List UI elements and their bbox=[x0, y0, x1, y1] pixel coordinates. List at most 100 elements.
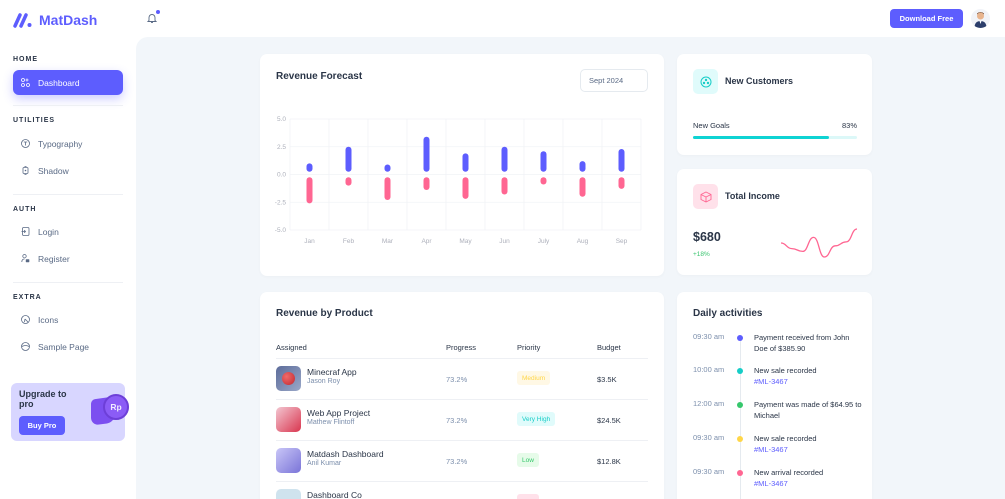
product-progress: 73.2% bbox=[446, 375, 468, 384]
table-row[interactable]: Minecraf App Jason Roy 73.2% Medium $3.5… bbox=[276, 358, 648, 398]
card-title: Revenue by Product bbox=[276, 308, 373, 319]
divider bbox=[13, 194, 123, 195]
card-title: Total Income bbox=[725, 191, 780, 201]
product-name: Minecraf App bbox=[307, 367, 357, 377]
typography-icon bbox=[21, 139, 30, 148]
product-thumbnail bbox=[276, 448, 301, 473]
sidebar-item-register[interactable]: Register bbox=[13, 246, 123, 271]
priority-badge: Medium bbox=[517, 371, 551, 385]
table-row[interactable]: Matdash Dashboard Anil Kumar 73.2% Low $… bbox=[276, 440, 648, 480]
sidebar-item-typography[interactable]: Typography bbox=[13, 131, 123, 156]
product-progress: 73.2% bbox=[446, 457, 468, 466]
sample-page-icon bbox=[21, 342, 30, 351]
priority-badge bbox=[517, 494, 539, 499]
download-free-button[interactable]: Download Free bbox=[890, 9, 963, 28]
sidebar-item-label: Register bbox=[38, 253, 70, 264]
table-row[interactable]: Web App Project Mathew Flintoff 73.2% Ve… bbox=[276, 399, 648, 439]
activity-dot bbox=[737, 368, 743, 374]
sidebar-item-label: Dashboard bbox=[38, 77, 80, 88]
app-name: MatDash bbox=[39, 12, 98, 28]
x-tick-label: Sep bbox=[616, 238, 628, 245]
logo[interactable]: MatDash bbox=[13, 12, 97, 28]
coin-illustration: Rp bbox=[103, 394, 129, 420]
activity-text: New sale recorded bbox=[754, 434, 817, 443]
sidebar-item-icons[interactable]: Icons bbox=[13, 307, 123, 332]
bar-negative bbox=[501, 177, 508, 195]
timeline-line bbox=[740, 337, 741, 499]
activity-text: New arrival recorded bbox=[754, 468, 824, 477]
icons-icon bbox=[21, 315, 30, 324]
product-name: Web App Project bbox=[307, 408, 371, 418]
activity-link[interactable]: #ML-3467 bbox=[754, 479, 788, 488]
bar-negative bbox=[462, 177, 469, 199]
bar-negative bbox=[423, 177, 430, 191]
column-header-priority: Priority bbox=[517, 343, 541, 352]
product-owner: Anil Kumar bbox=[307, 460, 342, 467]
dashboard-icon bbox=[21, 78, 30, 87]
bar-positive bbox=[423, 136, 430, 172]
activity-dot bbox=[737, 402, 743, 408]
product-thumbnail bbox=[276, 489, 301, 499]
sidebar-item-label: Sample Page bbox=[38, 341, 90, 352]
x-tick-label: Mar bbox=[382, 238, 394, 245]
buy-pro-button[interactable]: Buy Pro bbox=[19, 416, 65, 435]
product-budget: $3.5K bbox=[597, 375, 617, 384]
bar-negative bbox=[306, 177, 313, 204]
shadow-icon bbox=[21, 166, 30, 175]
avatar[interactable] bbox=[971, 9, 990, 28]
x-tick-label: Apr bbox=[421, 238, 432, 245]
activity-text: Payment was made of $64.95 to Michael bbox=[754, 400, 862, 420]
product-name: Matdash Dashboard bbox=[307, 449, 384, 459]
activity-link[interactable]: #ML-3467 bbox=[754, 445, 788, 454]
y-tick-label: 2.5 bbox=[277, 144, 286, 151]
total-income-card: Total Income $680 +18% bbox=[677, 169, 872, 275]
sidebar-item-label: Login bbox=[38, 226, 59, 237]
activity-dot bbox=[737, 436, 743, 442]
new-customers-card: New Customers New Goals 83% bbox=[677, 54, 872, 155]
product-owner: Jason Roy bbox=[307, 378, 341, 385]
main-content: Revenue Forecast Sept 2024 5.0 2.5 0.0 -2.5… bbox=[136, 37, 1005, 499]
y-tick-label: 5.0 bbox=[277, 116, 286, 123]
upgrade-title: Upgrade to pro bbox=[19, 389, 67, 409]
sidebar-item-label: Typography bbox=[38, 138, 83, 149]
activity-time: 09:30 am bbox=[693, 332, 725, 341]
x-tick-label: Aug bbox=[577, 238, 589, 245]
sidebar-item-shadow[interactable]: Shadow bbox=[13, 158, 123, 183]
sidebar-item-login[interactable]: Login bbox=[13, 219, 123, 244]
bar-positive bbox=[306, 163, 313, 172]
table-row[interactable]: Dashboard Co bbox=[276, 481, 648, 499]
product-progress: 73.2% bbox=[446, 416, 468, 425]
bar-negative bbox=[384, 177, 391, 201]
income-value: $680 bbox=[693, 230, 721, 244]
bar-positive bbox=[345, 146, 352, 172]
section-title-utilities: UTILITIES bbox=[13, 117, 56, 124]
bar-positive bbox=[501, 146, 508, 172]
card-title: Revenue Forecast bbox=[276, 71, 363, 82]
activity-time: 10:00 am bbox=[693, 365, 725, 374]
activity-text: New sale recorded bbox=[754, 366, 817, 375]
goal-label: New Goals bbox=[693, 121, 730, 130]
bar-negative bbox=[579, 177, 586, 197]
income-sparkline bbox=[780, 228, 858, 258]
product-name: Dashboard Co bbox=[307, 490, 362, 499]
activity-time: 09:30 am bbox=[693, 467, 725, 476]
sidebar-item-dashboard[interactable]: Dashboard bbox=[13, 70, 123, 95]
notification-dot bbox=[156, 10, 160, 14]
divider bbox=[13, 282, 123, 283]
period-select[interactable]: Sept 2024 bbox=[580, 69, 648, 92]
activity-time: 09:30 am bbox=[693, 433, 725, 442]
activity-text: Payment received from John Doe of $385.9… bbox=[754, 333, 850, 353]
activity-link[interactable]: #ML-3467 bbox=[754, 377, 788, 386]
goal-progress-bar bbox=[693, 136, 857, 139]
priority-badge: Very High bbox=[517, 412, 556, 426]
sidebar-item-label: Shadow bbox=[38, 165, 69, 176]
y-tick-label: 0.0 bbox=[277, 172, 286, 179]
bar-positive bbox=[462, 153, 469, 172]
bar-positive bbox=[384, 164, 391, 172]
goal-progress-fill bbox=[693, 136, 830, 139]
sidebar-item-sample-page[interactable]: Sample Page bbox=[13, 334, 123, 359]
product-budget: $12.8K bbox=[597, 457, 621, 466]
column-header-assigned: Assigned bbox=[276, 343, 307, 352]
bell-icon[interactable] bbox=[146, 12, 158, 24]
section-title-home: HOME bbox=[13, 56, 38, 63]
